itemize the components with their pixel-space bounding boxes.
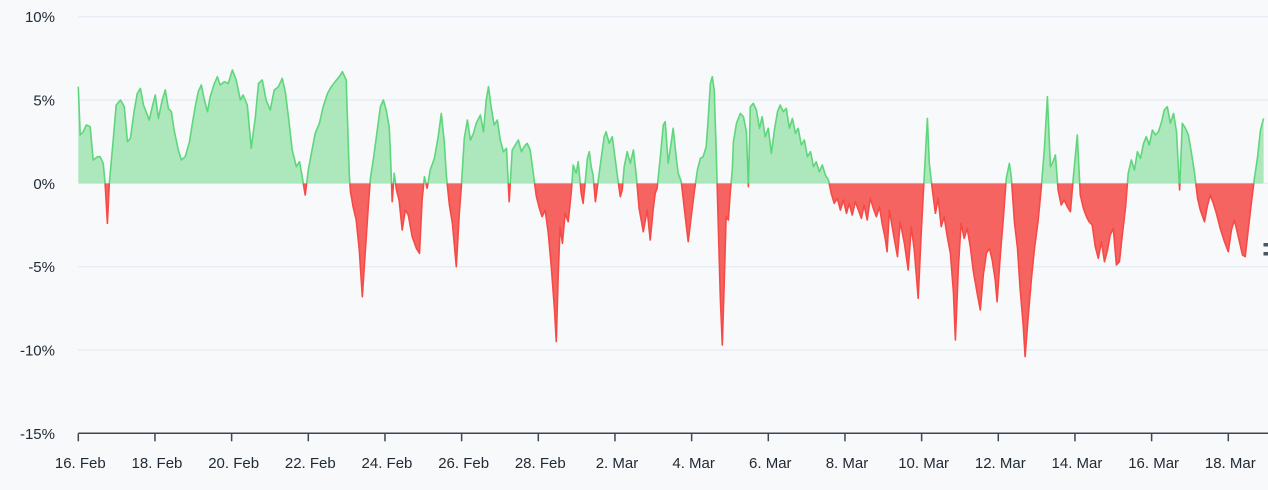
y-axis: 10% 5% 0% -5% -10% -15% (20, 9, 55, 443)
negative-area-series (104, 183, 1255, 358)
x-tick-label: 16. Mar (1128, 455, 1179, 472)
y-tick-label: 0% (33, 176, 55, 193)
x-tick-label: 4. Mar (672, 455, 715, 472)
y-tick-label: 5% (33, 93, 55, 110)
x-tick-label: 18. Feb (132, 455, 183, 472)
positive-area-series (77, 69, 1265, 184)
x-tick-label: 20. Feb (208, 455, 259, 472)
x-tick-label: 26. Feb (438, 455, 489, 472)
x-tick-label: 8. Mar (826, 455, 869, 472)
x-tick-label: 10. Mar (898, 455, 949, 472)
x-tick-label: 2. Mar (596, 455, 639, 472)
x-tick-label: 16. Feb (55, 455, 106, 472)
x-tick-label: 14. Mar (1052, 455, 1103, 472)
x-tick-label: 18. Mar (1205, 455, 1256, 472)
y-tick-label: -15% (20, 426, 55, 443)
x-tick-label: 12. Mar (975, 455, 1026, 472)
x-tick-label: 22. Feb (285, 455, 336, 472)
x-tick-label: 6. Mar (749, 455, 792, 472)
y-tick-label: -10% (20, 342, 55, 359)
x-tick-label: 28. Feb (515, 455, 566, 472)
y-tick-label: 10% (25, 9, 55, 26)
x-tick-label: 24. Feb (362, 455, 413, 472)
clipped-right-edge-label-fragment (1263, 243, 1268, 256)
y-tick-label: -5% (28, 259, 55, 276)
x-axis: 16. Feb 18. Feb 20. Feb 22. Feb 24. Feb 26. F… (55, 432, 1268, 472)
